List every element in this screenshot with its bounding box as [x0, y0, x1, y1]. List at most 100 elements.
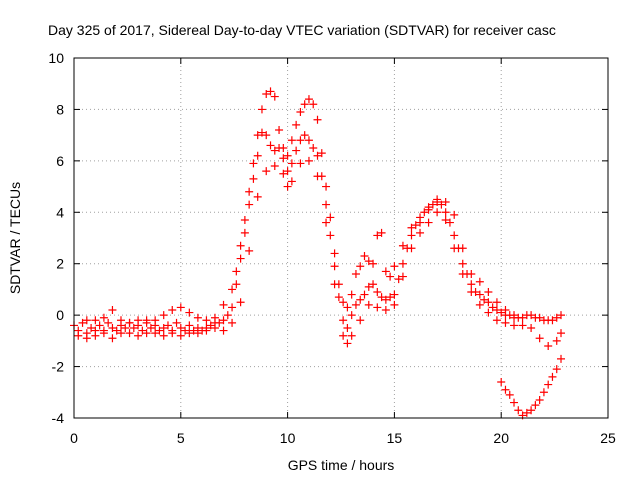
data-point [215, 318, 224, 327]
y-tick-label: -2 [52, 359, 65, 375]
data-point [292, 120, 301, 129]
data-point [125, 318, 134, 327]
data-point [394, 275, 403, 284]
data-point [155, 326, 164, 335]
data-point [322, 200, 331, 209]
data-point [339, 331, 348, 340]
data-point [223, 311, 232, 320]
data-point [484, 298, 493, 307]
data-point [467, 270, 476, 278]
data-point [296, 136, 305, 145]
data-point [108, 306, 117, 314]
data-point [279, 169, 288, 178]
data-point [287, 177, 296, 186]
data-point [151, 329, 160, 338]
data-point [249, 174, 258, 183]
data-point [557, 329, 566, 338]
data-point [351, 270, 360, 278]
series-main-track [70, 128, 566, 338]
data-point [458, 259, 467, 268]
data-point [129, 324, 138, 332]
data-point [450, 231, 459, 240]
data-point [497, 308, 506, 317]
data-point [407, 231, 416, 240]
data-point [176, 324, 185, 332]
data-point [458, 270, 467, 278]
data-point [108, 324, 117, 332]
data-point [518, 313, 527, 322]
series-lower-envelope [74, 156, 566, 350]
data-point [159, 324, 168, 332]
data-point [257, 105, 266, 114]
data-point [347, 290, 356, 299]
data-point [467, 288, 476, 296]
data-point [99, 313, 108, 322]
data-point [527, 324, 536, 332]
data-point [185, 308, 194, 317]
data-point [283, 151, 292, 160]
data-point [304, 156, 313, 165]
data-point [381, 306, 390, 314]
data-point [176, 303, 185, 312]
data-point [441, 216, 450, 224]
data-point [304, 136, 313, 145]
data-point [138, 326, 147, 335]
data-point [262, 90, 271, 98]
data-point [433, 195, 442, 204]
data-point [416, 218, 425, 227]
data-point [492, 316, 501, 325]
grid [74, 58, 608, 418]
data-point [219, 300, 228, 309]
y-tick-label: 8 [56, 101, 64, 117]
data-point [262, 131, 271, 140]
data-point [548, 316, 557, 325]
data-point [134, 331, 143, 340]
data-marks [70, 87, 566, 420]
data-point [193, 329, 202, 338]
plot-frame [73, 57, 609, 419]
data-point [279, 154, 288, 163]
data-point [343, 303, 352, 312]
data-point [497, 378, 506, 386]
data-point [210, 313, 219, 322]
data-point [381, 267, 390, 276]
data-point [245, 246, 254, 255]
data-point [373, 303, 382, 312]
data-point [535, 334, 544, 343]
data-point [356, 316, 365, 325]
data-point [240, 228, 249, 237]
data-point [386, 272, 395, 281]
data-point [356, 295, 365, 304]
data-point [313, 115, 322, 124]
data-point [249, 159, 258, 168]
data-point [557, 311, 566, 320]
data-point [134, 316, 143, 325]
data-point [232, 280, 241, 289]
data-point [74, 331, 83, 340]
data-point [292, 146, 301, 155]
data-point [236, 254, 245, 263]
data-point [424, 203, 433, 212]
series-late-segment [497, 354, 566, 420]
data-point [527, 311, 536, 320]
y-tick-label: 0 [56, 307, 64, 323]
data-point [424, 218, 433, 227]
data-point [450, 244, 459, 253]
axis-ticks: 0 5 10 15 20 25 -4 -2 0 2 4 6 8 10 [48, 50, 616, 446]
data-point [253, 151, 262, 160]
data-point [480, 295, 489, 304]
data-point [296, 159, 305, 168]
data-point [270, 146, 279, 155]
data-point [78, 318, 87, 327]
data-point [548, 372, 557, 381]
data-point [437, 200, 446, 209]
data-point [287, 136, 296, 145]
data-point [270, 92, 279, 101]
data-point [270, 162, 279, 170]
data-point [245, 200, 254, 209]
data-point [163, 321, 172, 330]
data-point [347, 331, 356, 340]
data-point [266, 141, 275, 150]
data-point [193, 313, 202, 322]
data-point [142, 329, 151, 338]
